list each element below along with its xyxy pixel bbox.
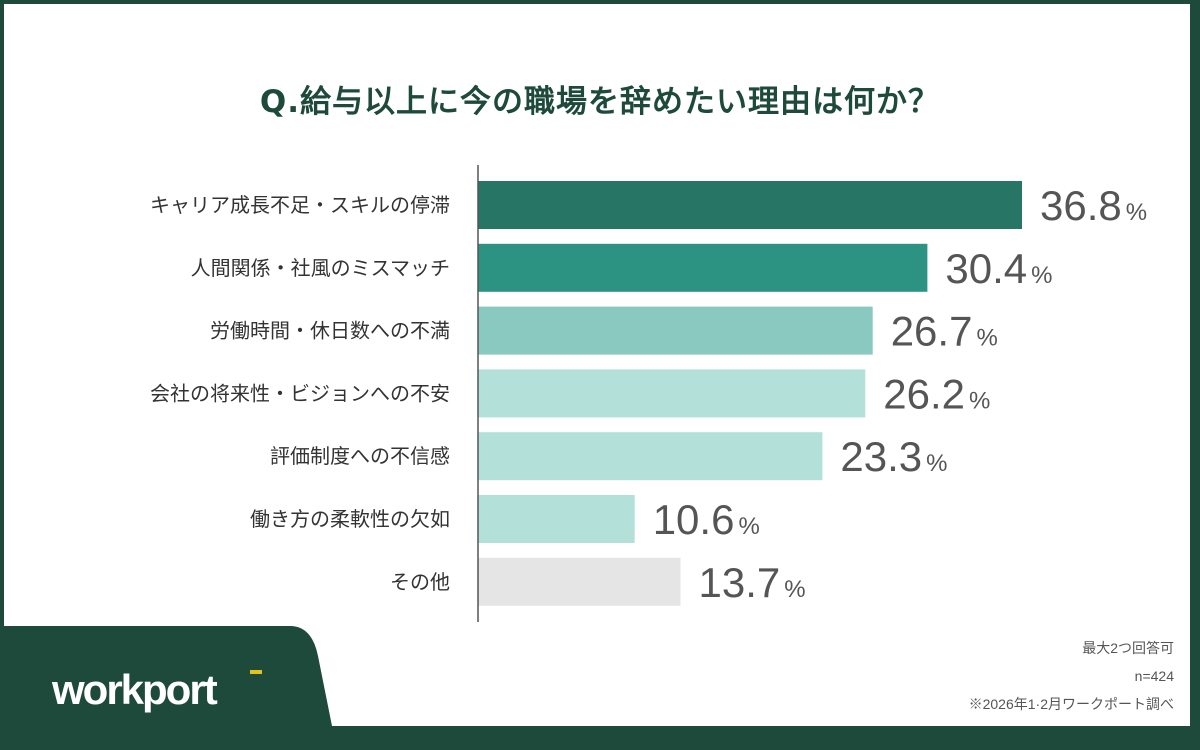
- logo-tab: workport: [0, 626, 334, 736]
- unit-label: %: [784, 576, 805, 603]
- unit-label: %: [1126, 199, 1147, 226]
- category-label: 人間関係・社風のミスマッチ: [191, 256, 450, 280]
- unit-label: %: [926, 450, 947, 477]
- value-label: 13.7%: [699, 559, 806, 606]
- category-label: 会社の将来性・ビジョンへの不安: [150, 381, 450, 405]
- bar: [478, 243, 928, 292]
- bar: [478, 369, 866, 418]
- bar: [478, 557, 681, 606]
- value-label: 30.4%: [945, 245, 1052, 292]
- category-label: 労働時間・休日数への不満: [210, 319, 450, 343]
- chart-title: Q.給与以上に今の職場を辞めたい理由は何か？: [259, 84, 941, 120]
- value-label: 26.7%: [891, 308, 998, 355]
- category-label: 評価制度への不信感: [270, 444, 450, 468]
- category-label: キャリア成長不足・スキルの停滞: [150, 193, 450, 217]
- chart-notes: 最大2つ回答可 n=424 ※2026年1·2月ワークポート調べ: [969, 634, 1174, 718]
- bar: [478, 432, 823, 481]
- unit-label: %: [976, 325, 997, 352]
- bar: [478, 495, 635, 543]
- value-label: 23.3%: [840, 433, 947, 480]
- workport-logo: workport: [51, 666, 218, 713]
- bar: [478, 306, 873, 355]
- value-label: 10.6%: [653, 496, 760, 543]
- unit-label: %: [1031, 262, 1052, 289]
- category-label: 働き方の柔軟性の欠如: [250, 507, 450, 531]
- logo-accent: [250, 670, 262, 674]
- value-label: 26.2%: [883, 370, 990, 417]
- unit-label: %: [969, 387, 990, 414]
- value-label: 36.8%: [1040, 182, 1147, 229]
- bar: [478, 181, 1022, 229]
- unit-label: %: [738, 513, 759, 540]
- note-sample: n=424: [1134, 668, 1174, 684]
- note-answers: 最大2つ回答可: [1082, 640, 1174, 656]
- note-source: ※2026年1·2月ワークポート調べ: [968, 696, 1174, 712]
- category-label: その他: [390, 570, 450, 594]
